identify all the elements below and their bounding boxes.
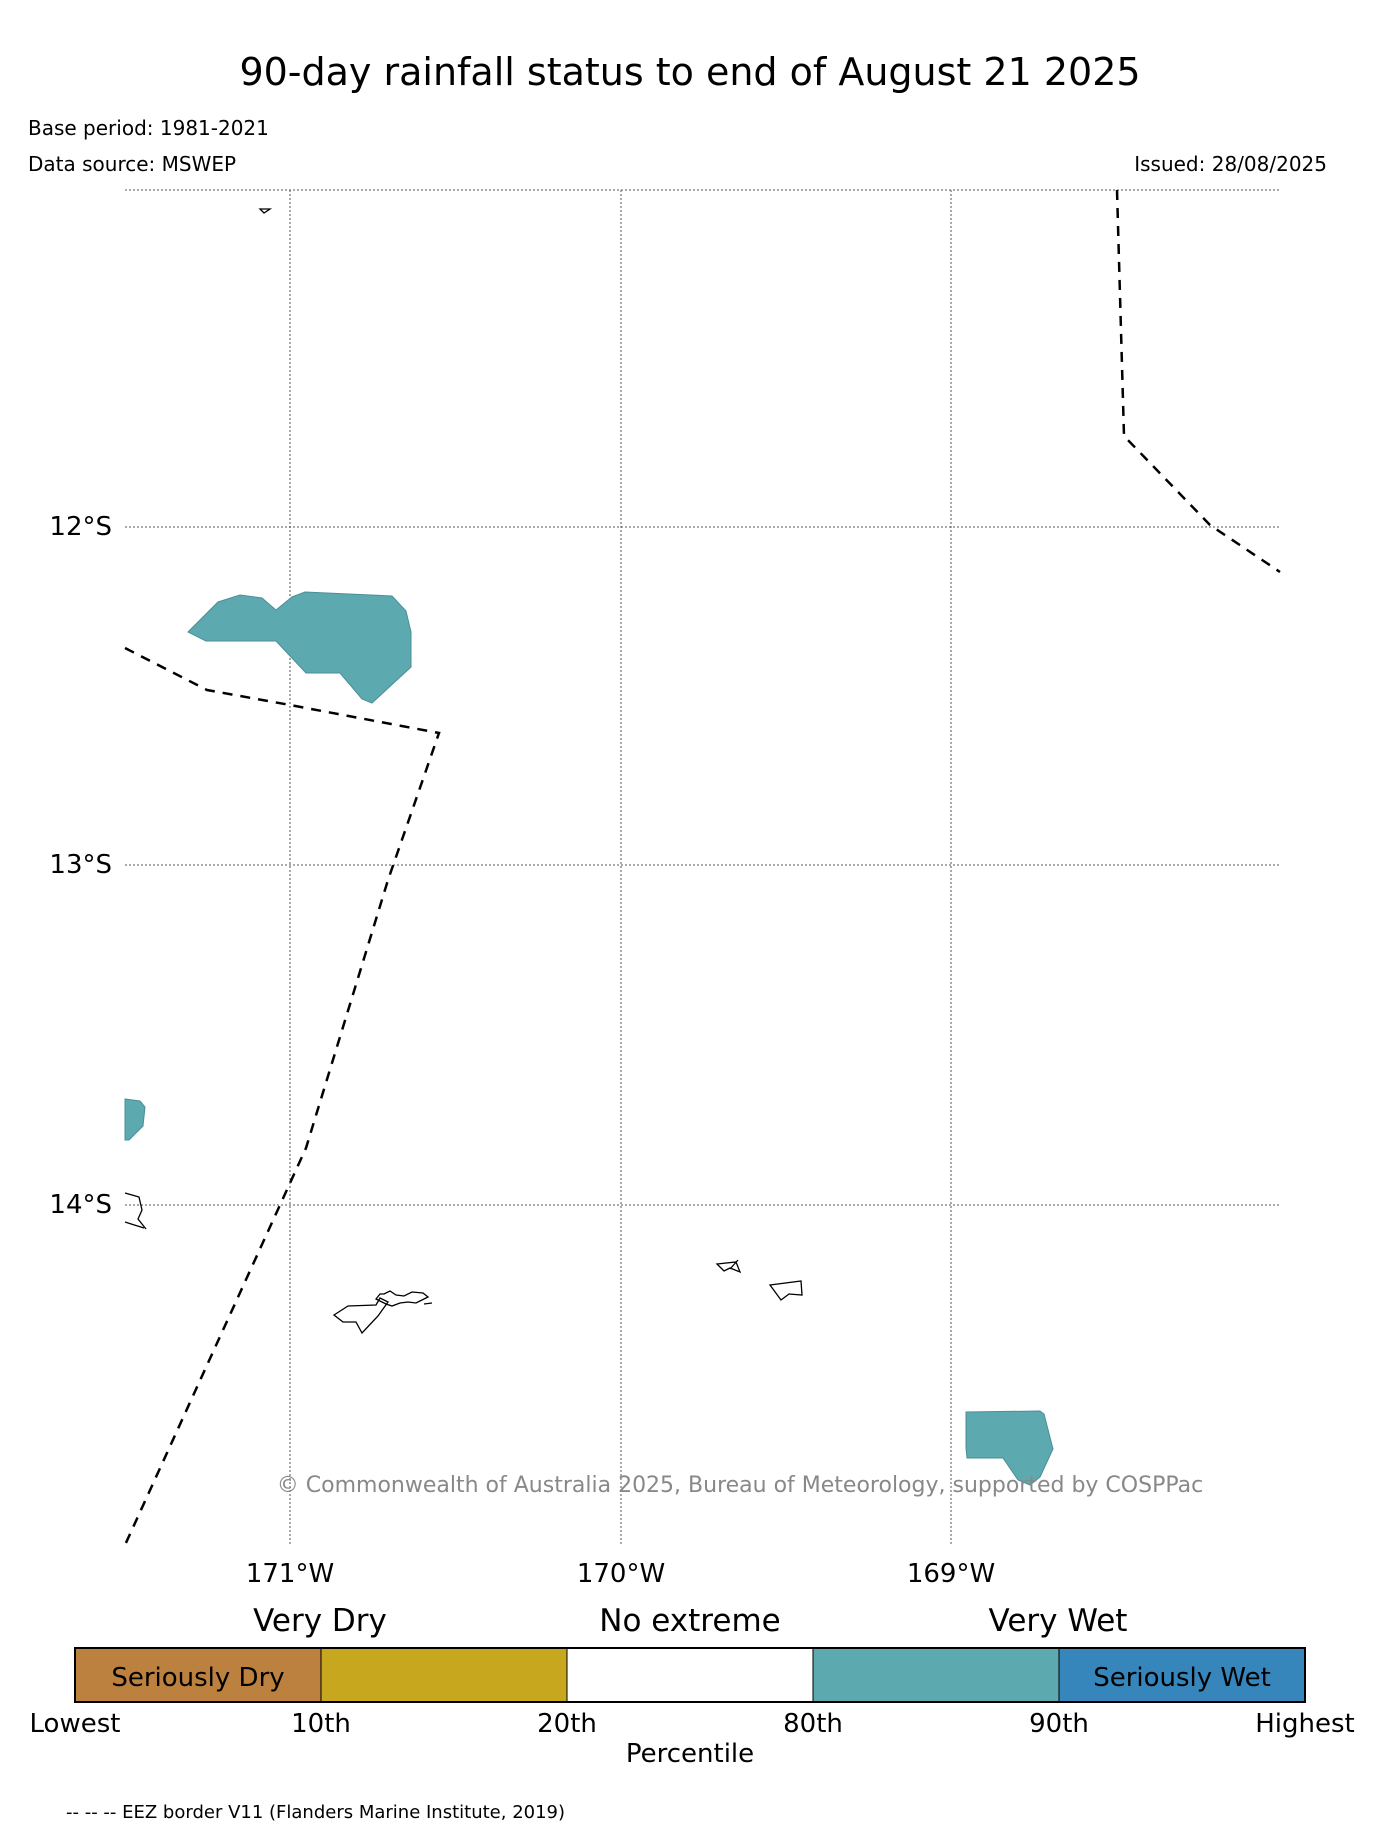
legend-no-extreme: No extreme — [599, 1603, 780, 1639]
issued-date-label: Issued: 28/08/2025 — [1134, 152, 1327, 176]
colorbar-very-dry — [320, 1647, 568, 1703]
percentile-ticks: Lowest 10th 20th 80th 90th Highest Perce… — [30, 1709, 1355, 1769]
island-ofu-olosega — [715, 1259, 742, 1274]
eez-borders — [123, 189, 1281, 1546]
eez-border-west — [123, 646, 441, 1546]
tick-80th: 80th — [783, 1709, 843, 1739]
colorbar-label-seriously-wet: Seriously Wet — [1093, 1663, 1271, 1693]
island-tau — [768, 1280, 803, 1301]
tick-20th: 20th — [537, 1709, 597, 1739]
map-title: 90-day rainfall status to end of August … — [239, 50, 1141, 94]
lon-label-170w: 170°W — [577, 1559, 665, 1589]
legend-colorbar: Seriously Dry Seriously Wet — [74, 1647, 1306, 1703]
island-savaii-edge — [124, 1192, 147, 1230]
island-tutuila — [332, 1290, 433, 1335]
colorbar-no-extreme — [566, 1647, 814, 1703]
lat-label-14s: 14°S — [49, 1190, 112, 1220]
wet-area-west — [124, 1098, 146, 1141]
lat-label-13s: 13°S — [49, 850, 112, 880]
tick-90th: 90th — [1029, 1709, 1089, 1739]
island-swains — [258, 208, 273, 214]
tick-10th: 10th — [291, 1709, 351, 1739]
colorbar-label-seriously-dry: Seriously Dry — [111, 1663, 284, 1693]
colorbar-very-wet — [812, 1647, 1060, 1703]
coastlines — [124, 208, 803, 1335]
legend-group-labels: Very Dry No extreme Very Wet — [253, 1603, 1127, 1639]
graticule — [125, 189, 1280, 1545]
colorbar-outline — [74, 1647, 1306, 1703]
tick-highest: Highest — [1255, 1709, 1355, 1739]
longitude-labels: 171°W 170°W 169°W — [246, 1559, 995, 1589]
eez-border-east — [1115, 189, 1281, 574]
percentile-axis-label: Percentile — [626, 1739, 754, 1769]
legend-very-wet: Very Wet — [989, 1603, 1128, 1639]
copyright-text: © Commonwealth of Australia 2025, Bureau… — [277, 1473, 1203, 1498]
wet-area-southeast — [965, 1410, 1054, 1486]
lat-label-12s: 12°S — [49, 512, 112, 542]
lon-label-169w: 169°W — [907, 1559, 995, 1589]
legend-very-dry: Very Dry — [253, 1603, 387, 1639]
data-source-label: Data source: MSWEP — [28, 152, 237, 176]
base-period-label: Base period: 1981-2021 — [28, 116, 269, 140]
eez-legend-note: -- -- -- EEZ border V11 (Flanders Marine… — [66, 1802, 566, 1823]
latitude-labels: 12°S 13°S 14°S — [49, 512, 112, 1220]
colorbar-seriously-wet — [1058, 1647, 1306, 1703]
lon-label-171w: 171°W — [246, 1559, 334, 1589]
very-wet-areas — [124, 591, 1054, 1486]
tick-lowest: Lowest — [30, 1709, 121, 1739]
wet-area-north — [187, 591, 412, 704]
